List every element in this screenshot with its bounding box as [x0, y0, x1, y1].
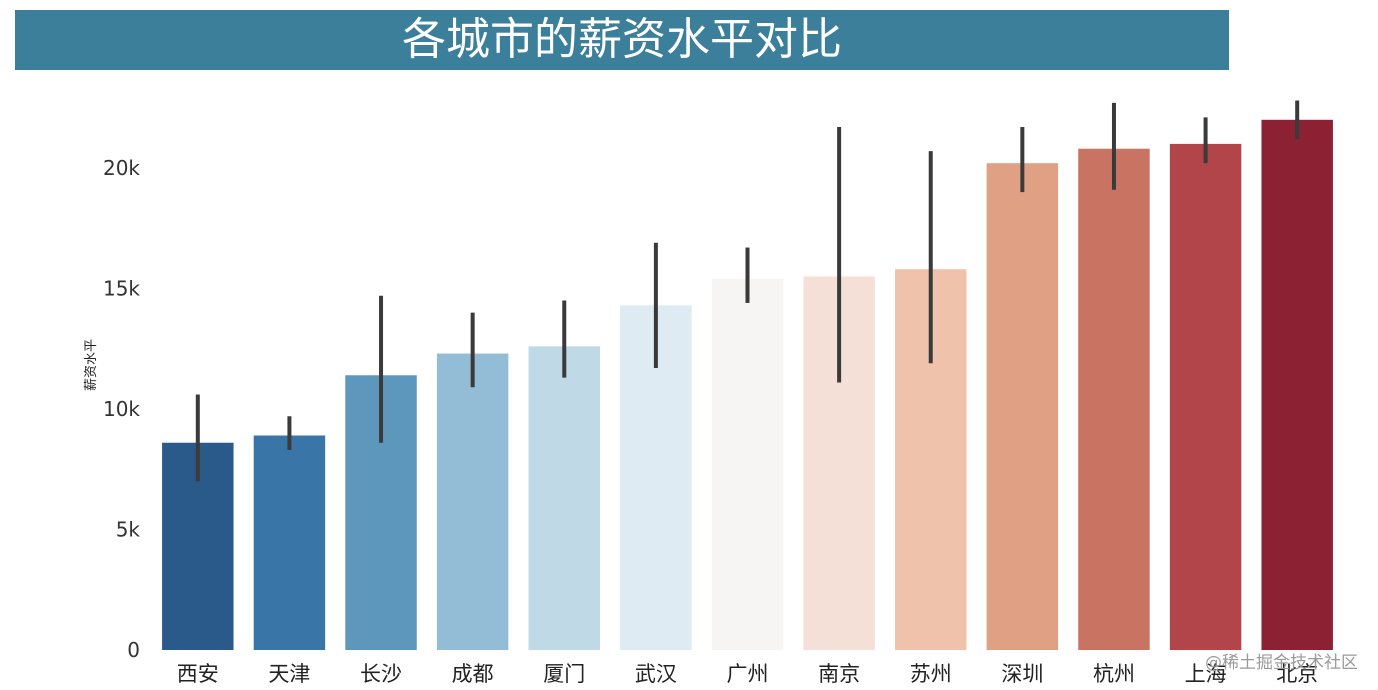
- x-tick-label: 天津: [268, 662, 310, 686]
- bar-杭州: [1078, 148, 1150, 650]
- bar-上海: [1169, 143, 1242, 650]
- bars: [162, 119, 1333, 651]
- x-tick-label: 广州: [727, 662, 769, 686]
- chart-title: 各城市的薪资水平对比: [15, 10, 1229, 70]
- y-axis-ticks: 0 5k 10k 15k 20k: [103, 156, 140, 662]
- x-tick-label: 杭州: [1093, 662, 1135, 686]
- watermark: @稀土掘金技术社区: [1205, 653, 1358, 673]
- x-tick-label: 武汉: [635, 662, 677, 686]
- bar-天津: [253, 435, 326, 650]
- bar-深圳: [986, 163, 1059, 650]
- bar-成都: [436, 353, 509, 650]
- y-tick-label: 5k: [116, 518, 141, 542]
- y-axis-label: 薪资水平: [84, 339, 99, 391]
- x-tick-label: 苏州: [910, 662, 952, 686]
- x-tick-label: 深圳: [1001, 662, 1043, 686]
- error-bars: [195, 100, 1300, 482]
- x-tick-label: 上海: [1185, 662, 1227, 686]
- x-axis-ticks: 西安 天津 长沙 成都 厦门 武汉 广州 南京 苏州 深圳 杭州 上海 北京: [177, 662, 1318, 686]
- x-tick-label: 南京: [818, 662, 860, 686]
- bar-北京: [1261, 119, 1333, 651]
- x-tick-label: 厦门: [543, 662, 585, 686]
- y-tick-label: 10k: [103, 397, 140, 421]
- x-tick-label: 西安: [177, 662, 219, 686]
- y-tick-label: 0: [127, 638, 140, 662]
- bar-厦门: [528, 346, 600, 650]
- y-tick-label: 15k: [103, 277, 140, 301]
- x-tick-label: 成都: [452, 662, 494, 686]
- x-tick-label: 北京: [1276, 662, 1318, 686]
- x-tick-label: 长沙: [360, 662, 402, 686]
- bar-广州: [711, 278, 784, 650]
- y-tick-label: 20k: [103, 156, 140, 180]
